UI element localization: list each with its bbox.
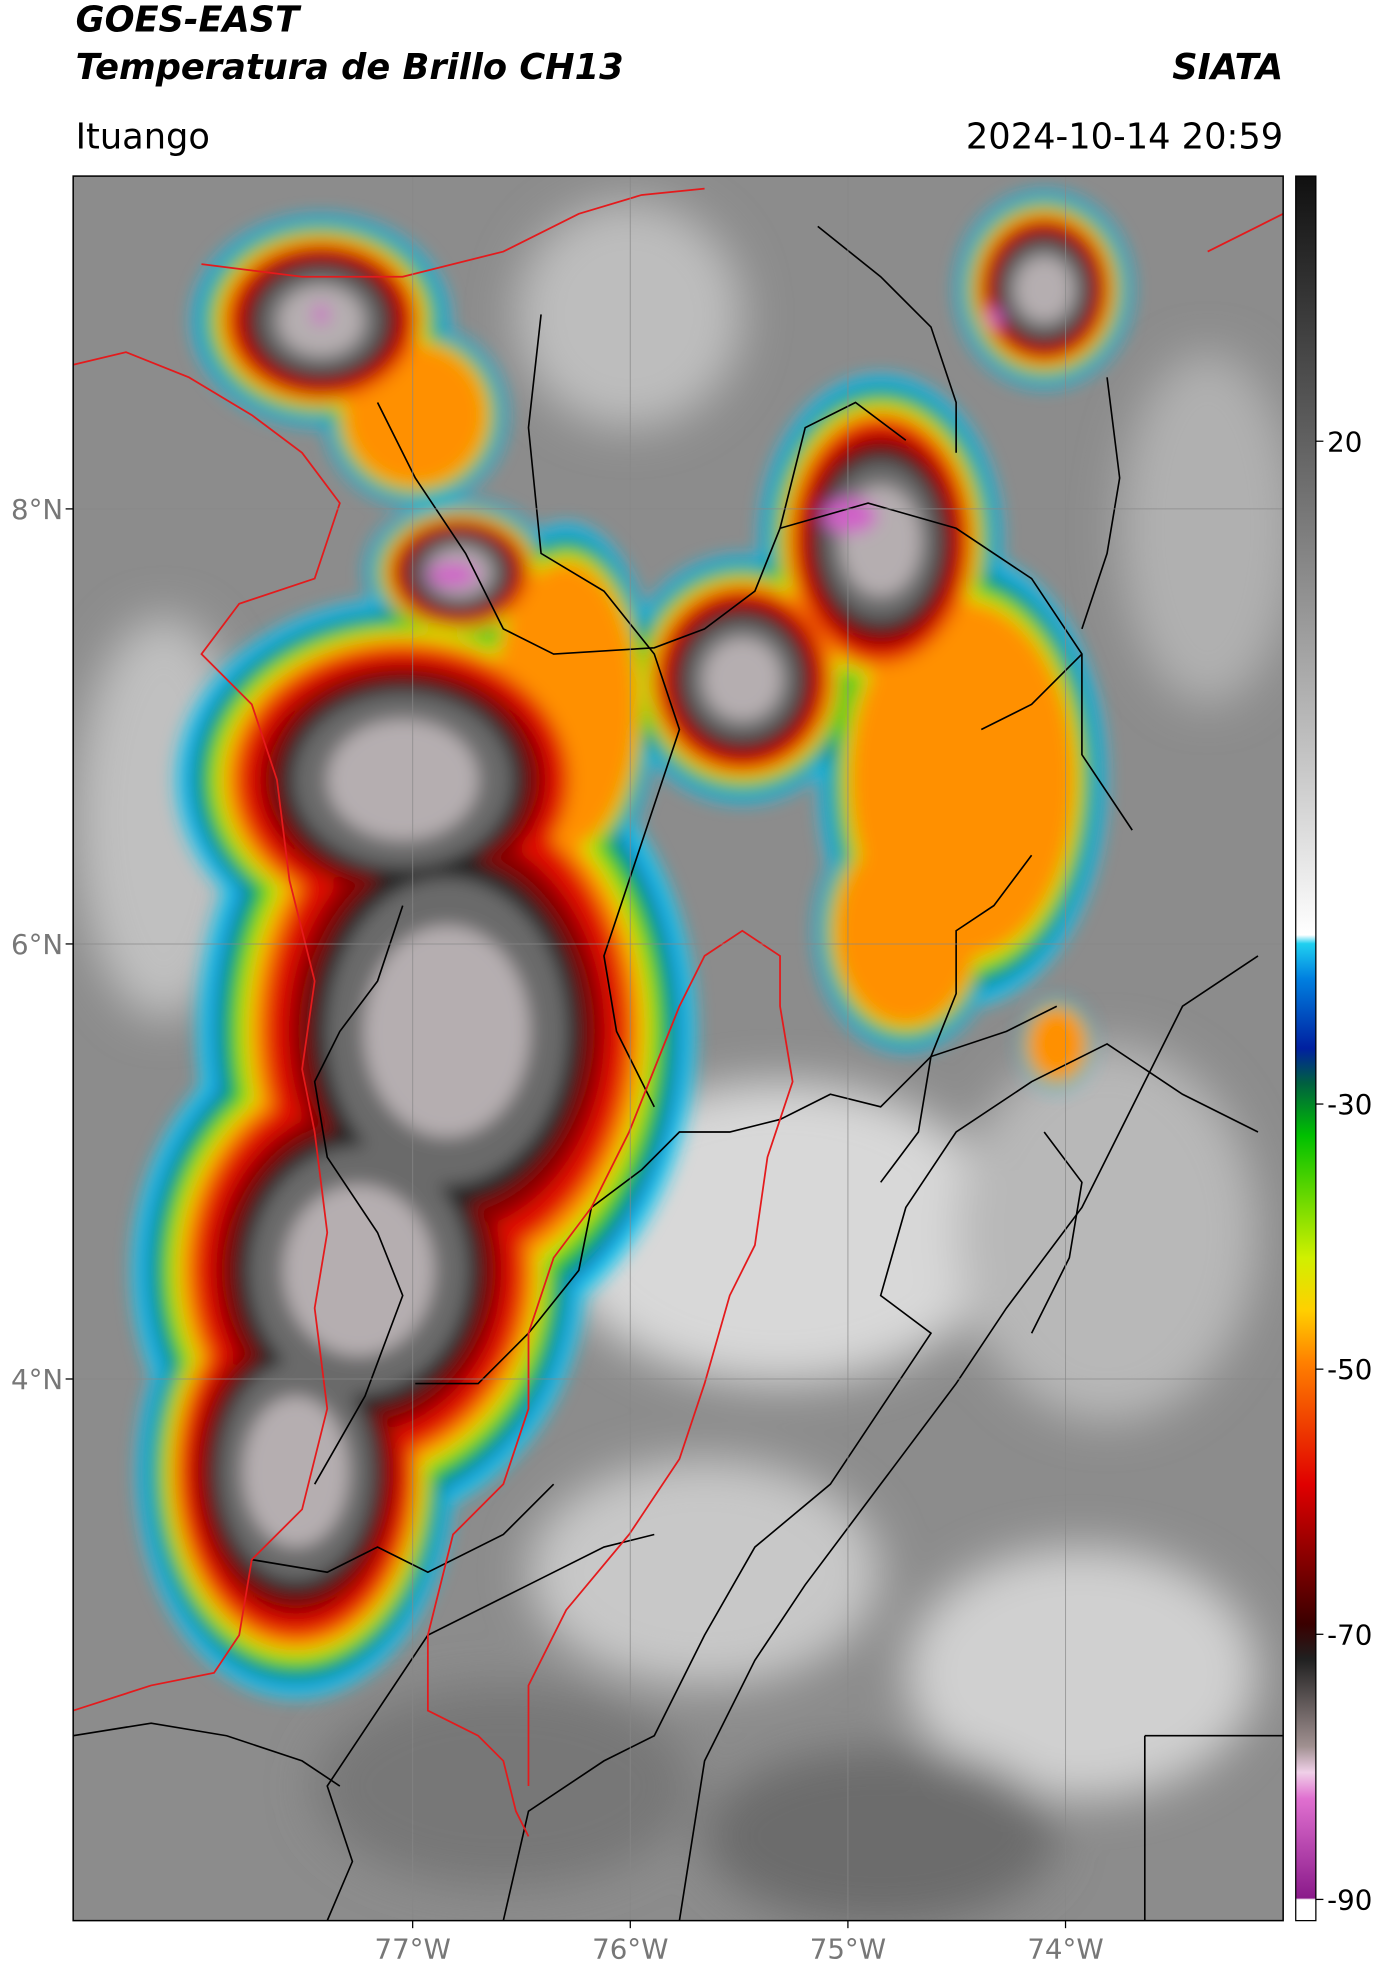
- graticule: [73, 176, 1284, 1921]
- cloud-core: [821, 498, 877, 534]
- cloud-core: [427, 562, 479, 588]
- red-borders: [73, 187, 1284, 1837]
- cloud-tops: [132, 191, 1132, 1698]
- cloud-core: [313, 304, 329, 325]
- colorbar-tick-label: -50: [1327, 1353, 1372, 1386]
- y-tick-label: 6°N: [11, 928, 63, 961]
- x-tick-label: 77°W: [374, 1932, 450, 1965]
- y-tick-label: 4°N: [11, 1363, 63, 1396]
- colorbar-tick-label: 20: [1327, 425, 1362, 458]
- cloud-layer: [703, 637, 782, 721]
- datetime: 2024-10-14 20:59: [966, 116, 1283, 157]
- y-tick-label: 8°N: [11, 493, 63, 526]
- cloud-layer: [1014, 256, 1074, 322]
- colorbar-tick-label: -70: [1327, 1618, 1372, 1651]
- colorbar-tick-label: -90: [1327, 1883, 1372, 1916]
- borders: [73, 225, 1284, 1921]
- colorbar: [1295, 175, 1317, 1922]
- cloud-layer: [283, 1184, 435, 1356]
- x-tick-label: 75°W: [810, 1932, 886, 1965]
- x-tick-label: 76°W: [592, 1932, 668, 1965]
- x-tick-label: 74°W: [1027, 1932, 1103, 1965]
- cloud-texture: [75, 201, 1284, 1921]
- cloud-layer: [834, 835, 978, 1027]
- cloud-layer: [242, 1396, 349, 1548]
- subtitle: Temperatura de Brillo CH13: [76, 47, 624, 88]
- map-image: [73, 176, 1284, 1921]
- map-frame: [72, 175, 1284, 1922]
- location: Ituango: [76, 116, 210, 157]
- cloud-layer: [327, 719, 479, 841]
- title: GOES-EAST: [76, 0, 302, 40]
- colorbar-tick-label: -30: [1327, 1088, 1372, 1121]
- cloud-core: [985, 308, 1003, 329]
- cloud-layer: [363, 925, 530, 1138]
- source: SIATA: [1172, 47, 1283, 88]
